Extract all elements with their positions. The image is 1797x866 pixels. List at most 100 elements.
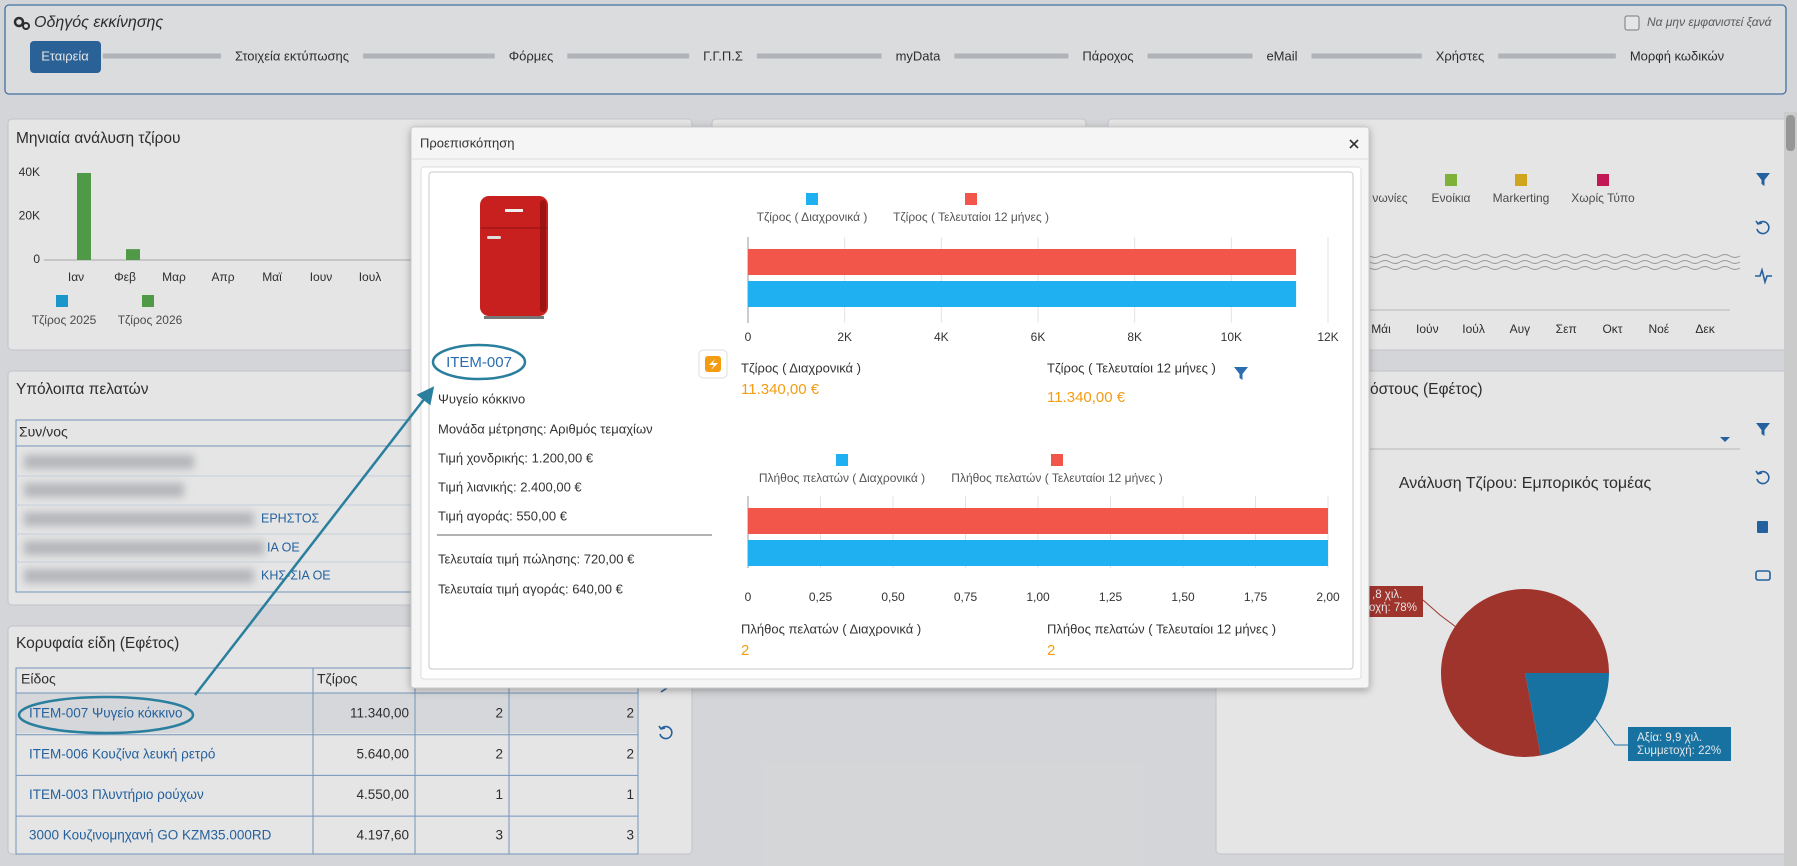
- scrollbar: [1784, 112, 1797, 866]
- wizard-step[interactable]: Στοιχεία εκτύπωσης: [235, 48, 349, 63]
- table-cell: ΙΑ ΟΕ: [267, 540, 300, 554]
- legend-swatch[interactable]: [965, 193, 977, 205]
- stat-label: Τζίρος ( Διαχρονικά ): [741, 360, 861, 375]
- wizard-step[interactable]: Χρήστες: [1436, 48, 1485, 63]
- table-header: Είδος: [21, 671, 56, 687]
- item-field: Τιμή αγοράς: 550,00 €: [438, 508, 568, 523]
- pie-slice: [1525, 673, 1609, 756]
- legend-label[interactable]: Markerting: [1493, 191, 1550, 205]
- x-tick-label: 1,00: [1026, 590, 1050, 604]
- close-button[interactable]: [1349, 139, 1359, 149]
- legend-label[interactable]: Ενοίκια: [1432, 191, 1471, 205]
- print-icon[interactable]: [1755, 570, 1771, 581]
- item-link[interactable]: ITEM-003 Πλυντήριο ρούχων: [29, 787, 204, 802]
- blurred-text: [24, 512, 254, 526]
- legend-label[interactable]: νωνίες: [1372, 191, 1407, 205]
- table-cell: ΕΡΗΣΤΟΣ: [261, 511, 320, 525]
- legend-label[interactable]: Τζίρος ( Τελευταίοι 12 μήνες ): [893, 210, 1049, 224]
- slice-label-box: [1628, 727, 1731, 761]
- table-cell: 2: [626, 706, 634, 721]
- annotation-arrow: [194, 386, 435, 696]
- x-tick-label: Οκτ: [1602, 322, 1622, 336]
- chart-title: Ανάλυση Τζίρου: Εμπορικός τομέας: [1399, 475, 1652, 492]
- fridge-body: [480, 196, 548, 316]
- x-tick-label: 1,25: [1099, 590, 1123, 604]
- reset-icon[interactable]: [658, 725, 673, 740]
- reset-icon[interactable]: [1755, 470, 1770, 485]
- fridge-handle: [487, 236, 501, 239]
- legend-swatch[interactable]: [836, 454, 848, 466]
- x-tick-label: Μαρ: [162, 270, 186, 284]
- x-tick-label: 0,50: [881, 590, 905, 604]
- step-button[interactable]: [30, 41, 101, 73]
- row-highlight: [17, 693, 637, 733]
- x-tick-label: Ιούλ: [1462, 322, 1485, 336]
- filter-icon[interactable]: [1756, 173, 1770, 186]
- table-cell: 11.340,00: [350, 706, 409, 721]
- legend-label[interactable]: Χωρίς Τύπο: [1571, 191, 1635, 205]
- checkbox[interactable]: [1624, 15, 1640, 31]
- item-link[interactable]: ITEM-006 Κουζίνα λευκή ρετρό: [29, 746, 215, 761]
- wizard-step[interactable]: Γ.Γ.Π.Σ: [703, 48, 743, 63]
- excel-icon[interactable]: [1757, 521, 1768, 533]
- pulse-icon[interactable]: [1755, 267, 1772, 285]
- item-field: Τελευταία τιμή πώλησης: 720,00 €: [438, 551, 635, 566]
- scrollbar-thumb[interactable]: [1786, 115, 1795, 151]
- wizard-panel: [4, 4, 1787, 95]
- legend-swatch[interactable]: [1051, 454, 1063, 466]
- item-field: Τιμή χονδρικής: 1.200,00 €: [438, 450, 594, 465]
- legend-label[interactable]: Τζίρος ( Διαχρονικά ): [757, 210, 868, 224]
- x-tick-label: Ιούν: [1416, 322, 1439, 336]
- x-tick-label: Σεπ: [1556, 322, 1577, 336]
- wizard-title: Οδηγός εκκίνησης: [34, 14, 163, 31]
- legend-swatch[interactable]: [1597, 174, 1609, 186]
- filter-icon[interactable]: [1234, 367, 1248, 380]
- item-link[interactable]: ITEM-007 Ψυγείο κόκκινο: [29, 706, 183, 721]
- x-tick-label: 0: [745, 330, 752, 344]
- x-tick-label: 1,50: [1171, 590, 1195, 604]
- bar: [748, 281, 1297, 307]
- fridge-base: [484, 316, 544, 319]
- wizard-step[interactable]: Φόρμες: [509, 48, 554, 63]
- filter-icon[interactable]: [1756, 423, 1770, 436]
- wizard-step[interactable]: Πάροχος: [1082, 48, 1133, 63]
- bar: [748, 508, 1328, 534]
- legend-label[interactable]: Πλήθος πελατών ( Τελευταίοι 12 μήνες ): [951, 471, 1162, 485]
- y-tick-label: 0: [33, 252, 40, 266]
- item-link[interactable]: 3000 Κουζινομηχανή GO KZM35.000RD: [29, 828, 272, 843]
- highlight-circle: [17, 695, 195, 735]
- gear-icon: [13, 16, 25, 28]
- legend-label[interactable]: Τζίρος 2026: [118, 313, 183, 327]
- panel-title: Κορυφαία είδη (Εφέτος): [16, 635, 179, 652]
- item-field: Μονάδα μέτρησης: Αριθμός τεμαχίων: [438, 421, 653, 436]
- legend-label[interactable]: Τζίρος 2025: [32, 313, 97, 327]
- modal-title: Προεπισκόπηση: [420, 135, 515, 150]
- wizard-step[interactable]: myData: [896, 48, 942, 63]
- fridge-logo: [505, 209, 523, 212]
- legend-swatch[interactable]: [1515, 174, 1527, 186]
- action-glyph: [709, 359, 718, 370]
- legend-swatch[interactable]: [56, 295, 68, 307]
- table-cell: 3: [626, 828, 634, 843]
- legend-label[interactable]: Πλήθος πελατών ( Διαχρονικά ): [759, 471, 925, 485]
- table-cell: 2: [495, 706, 503, 721]
- legend-swatch[interactable]: [806, 193, 818, 205]
- reset-icon[interactable]: [1755, 220, 1770, 235]
- stat-label: Πλήθος πελατών ( Διαχρονικά ): [741, 621, 921, 636]
- x-tick-label: Μάι: [1371, 322, 1391, 336]
- legend-swatch[interactable]: [142, 295, 154, 307]
- legend-swatch[interactable]: [1445, 174, 1457, 186]
- x-tick-label: Φεβ: [114, 270, 136, 284]
- wizard-step[interactable]: eMail: [1266, 48, 1297, 63]
- blurred-text: [24, 541, 264, 555]
- item-code: ITEM-007: [446, 354, 512, 371]
- y-tick-label: 40K: [19, 165, 40, 179]
- pie-slice: [1441, 589, 1609, 757]
- wizard-step[interactable]: Εταιρεία: [41, 48, 89, 63]
- stat-label: Πλήθος πελατών ( Τελευταίοι 12 μήνες ): [1047, 621, 1276, 636]
- wizard-step[interactable]: Μορφή κωδικών: [1630, 48, 1724, 63]
- x-tick-label: Αυγ: [1510, 322, 1531, 336]
- dropdown-caret[interactable]: [1720, 437, 1730, 442]
- wave-line: [1369, 254, 1741, 258]
- bar: [748, 540, 1328, 566]
